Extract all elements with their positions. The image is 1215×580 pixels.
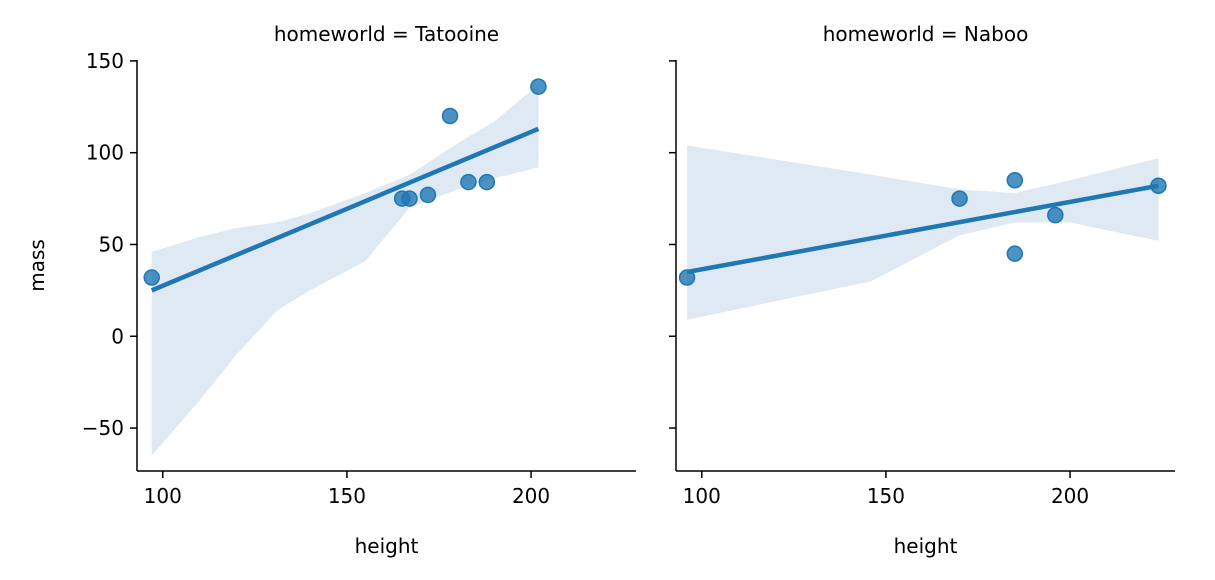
panel-1: 100 150 200 −50 0 50 100 150 homeworld = Tatooin…: [25, 22, 636, 558]
x-tick-label: 150: [867, 484, 905, 508]
data-point: [1047, 206, 1064, 224]
panel-title: homeworld = Naboo: [823, 22, 1029, 46]
data-point: [1006, 245, 1024, 262]
data-point: [1006, 171, 1024, 189]
y-tick-label: 0: [111, 324, 124, 348]
data-point: [441, 107, 459, 125]
data-point: [143, 269, 160, 286]
x-axis-label: height: [894, 534, 958, 558]
data-point: [460, 173, 477, 191]
confidence-band: [151, 84, 539, 456]
y-tick-label: 100: [86, 141, 124, 165]
x-tick-label: 200: [512, 484, 550, 508]
y-tick-label: −50: [82, 416, 124, 440]
x-tick-label: 200: [1051, 484, 1089, 508]
y-tick-label: 150: [86, 49, 124, 73]
x-tick-label: 100: [683, 484, 721, 508]
x-axis-label: height: [355, 534, 419, 558]
y-axis-label: mass: [25, 239, 49, 292]
regression-line: [686, 183, 1159, 275]
x-tick-label: 100: [144, 484, 182, 508]
data-point: [530, 78, 547, 95]
data-point: [401, 190, 418, 207]
data-point: [478, 173, 496, 191]
data-point: [419, 186, 437, 204]
y-tick-label: 50: [99, 232, 124, 256]
data-point: [951, 190, 968, 207]
panel-title: homeworld = Tatooine: [274, 22, 499, 46]
regression-line: [150, 126, 540, 293]
x-tick-label: 150: [328, 484, 366, 508]
panel-2: 100 150 200 homeworld = Naboo height: [669, 22, 1175, 558]
confidence-band: [687, 145, 1159, 320]
